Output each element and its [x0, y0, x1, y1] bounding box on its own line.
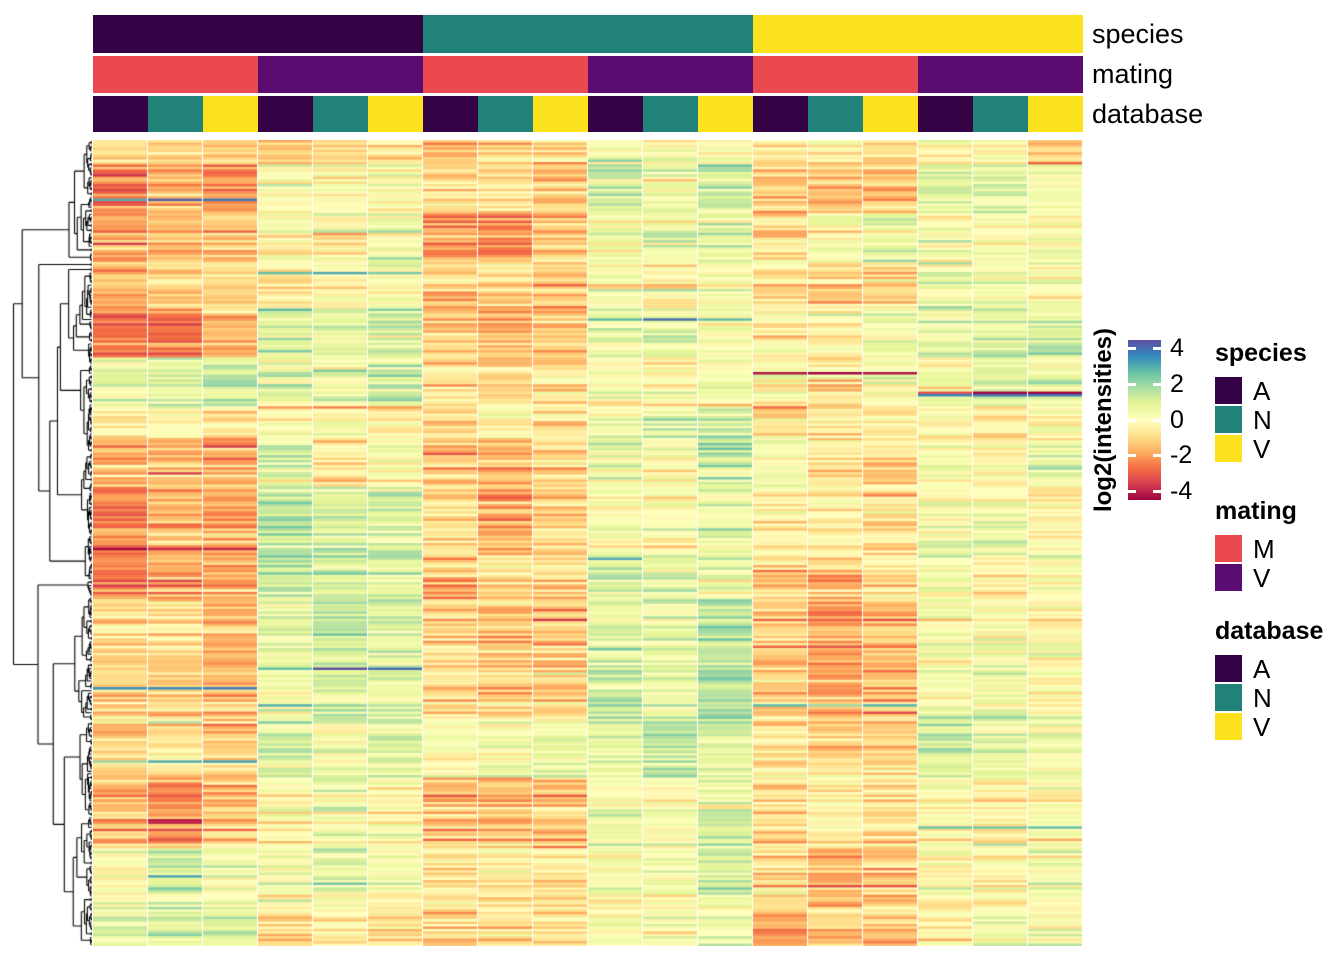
annotation-label-database: database	[1092, 98, 1204, 129]
colorbar-title: log2(intensities)	[1090, 327, 1117, 513]
species-segment-V	[753, 15, 1083, 53]
legend-swatch-species-N	[1215, 406, 1242, 433]
legend-item-mating-V: V	[1215, 564, 1297, 591]
legend-item-mating-M: M	[1215, 535, 1297, 562]
database-segment-N	[313, 96, 368, 132]
database-segment-A	[918, 96, 973, 132]
colorbar-tick-mark	[1128, 489, 1136, 493]
legend-label-mating-M: M	[1253, 533, 1275, 564]
colorbar-tick-label: 4	[1170, 334, 1184, 363]
species-segment-A	[93, 15, 423, 53]
legend-label-mating-V: V	[1253, 562, 1271, 593]
annotation-track-database	[93, 96, 1083, 132]
legend-item-species-N: N	[1215, 406, 1307, 433]
legend-database-title: database	[1215, 617, 1324, 645]
annotation-label-mating: mating	[1092, 59, 1174, 89]
colorbar-tick-mark	[1128, 454, 1136, 458]
legend-label-database-V: V	[1253, 711, 1271, 742]
colorbar-tick-label: 0	[1170, 405, 1184, 434]
legend-item-species-V: V	[1215, 435, 1307, 462]
colorbar-tick-mark	[1153, 382, 1161, 386]
database-segment-N	[148, 96, 203, 132]
legend-swatch-database-V	[1215, 713, 1242, 740]
legend-item-database-N: N	[1215, 684, 1323, 711]
legend-species-title: species	[1215, 339, 1307, 367]
colorbar-tick-mark	[1128, 418, 1136, 422]
heatmap-matrix	[93, 140, 1083, 946]
database-segment-N	[643, 96, 698, 132]
legend-swatch-species-V	[1215, 435, 1242, 462]
annotation-track-mating	[93, 56, 1083, 93]
legend-swatch-database-N	[1215, 684, 1242, 711]
legend-label-species-N: N	[1253, 404, 1272, 435]
database-segment-V	[1028, 96, 1083, 132]
colorbar-tick-mark	[1153, 347, 1161, 351]
colorbar	[1128, 340, 1161, 500]
legend-swatch-species-A	[1215, 377, 1242, 404]
legend-label-species-V: V	[1253, 433, 1271, 464]
colorbar-tick-mark	[1128, 382, 1136, 386]
database-segment-A	[588, 96, 643, 132]
database-segment-V	[863, 96, 918, 132]
database-segment-A	[258, 96, 313, 132]
mating-segment-M	[423, 56, 588, 93]
legend-label-database-A: A	[1253, 653, 1271, 684]
legend-swatch-mating-M	[1215, 535, 1242, 562]
legend-item-database-V: V	[1215, 713, 1323, 740]
database-segment-A	[93, 96, 148, 132]
mating-segment-M	[93, 56, 258, 93]
legend-item-database-A: A	[1215, 655, 1323, 682]
database-segment-V	[698, 96, 753, 132]
mating-segment-V	[258, 56, 423, 93]
database-segment-N	[973, 96, 1028, 132]
colorbar-tick-label: -4	[1170, 476, 1193, 505]
database-segment-N	[478, 96, 533, 132]
legend-label-database-N: N	[1253, 682, 1272, 713]
species-track-segments	[93, 15, 1083, 53]
row-dendrogram	[12, 140, 92, 946]
database-segment-N	[808, 96, 863, 132]
colorbar-tick-mark	[1128, 347, 1136, 351]
mating-track-segments	[93, 56, 1083, 93]
database-segment-V	[368, 96, 423, 132]
annotation-label-species: species	[1092, 18, 1184, 49]
database-segment-A	[423, 96, 478, 132]
legend-mating-title: mating	[1215, 497, 1297, 525]
legend-label-species-A: A	[1253, 375, 1271, 406]
database-segment-V	[203, 96, 258, 132]
mating-segment-V	[588, 56, 753, 93]
annotation-track-species	[93, 15, 1083, 53]
colorbar-tick-mark	[1153, 418, 1161, 422]
legend-swatch-database-A	[1215, 655, 1242, 682]
database-segment-V	[533, 96, 588, 132]
species-segment-N	[423, 15, 753, 53]
database-segment-A	[753, 96, 808, 132]
legend-item-species-A: A	[1215, 377, 1307, 404]
colorbar-tick-label: -2	[1170, 441, 1193, 470]
mating-segment-M	[753, 56, 918, 93]
mating-segment-V	[918, 56, 1083, 93]
colorbar-tick-mark	[1153, 489, 1161, 493]
colorbar-tick-label: 2	[1170, 369, 1184, 398]
database-track-segments	[93, 96, 1083, 132]
colorbar-tick-mark	[1153, 454, 1161, 458]
legend-swatch-mating-V	[1215, 564, 1242, 591]
